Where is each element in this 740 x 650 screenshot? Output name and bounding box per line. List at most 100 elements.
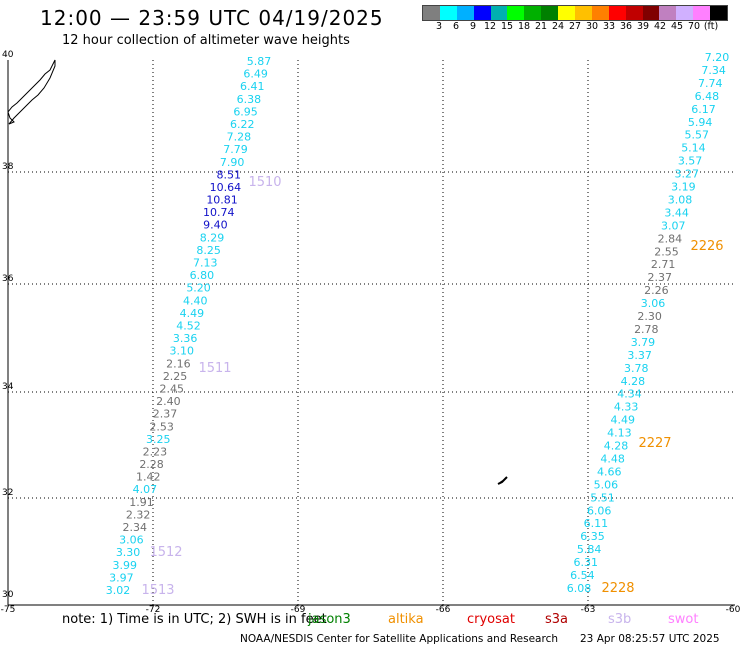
west-track-value: 3.06 <box>119 534 144 547</box>
east-track-value: 3.19 <box>671 181 696 194</box>
color-scale-label: 24 <box>551 21 565 32</box>
color-swatch <box>659 6 677 20</box>
west-track-value: 2.45 <box>159 382 184 395</box>
west-track-value: 5.20 <box>186 282 211 295</box>
credit-text: NOAA/NESDIS Center for Satellite Applica… <box>240 633 558 645</box>
west-track-value: 2.53 <box>149 420 174 433</box>
east-track-value: 6.48 <box>695 90 720 103</box>
color-scale-label: 18 <box>517 21 531 32</box>
west-track-value: 7.79 <box>223 143 248 156</box>
east-track-value: 7.34 <box>701 64 726 77</box>
east-track-value: 4.13 <box>607 427 632 440</box>
west-track-value: 3.97 <box>109 571 134 584</box>
east-track-value: 7.74 <box>698 77 723 90</box>
west-track-value: 3.10 <box>170 345 195 358</box>
pass-label: 1511 <box>198 361 231 376</box>
color-scale-label: 39 <box>636 21 650 32</box>
east-track-value: 6.54 <box>570 569 595 582</box>
east-track-value: 3.06 <box>641 297 666 310</box>
color-swatch <box>625 6 643 20</box>
west-track-value: 10.74 <box>203 206 235 219</box>
color-scale-label: 6 <box>452 21 460 32</box>
pass-label: 2228 <box>601 581 634 596</box>
west-track-value: 6.80 <box>190 269 215 282</box>
west-track-value: 2.16 <box>166 357 191 370</box>
west-track-value: 7.13 <box>193 257 218 270</box>
color-swatch <box>490 6 508 20</box>
west-track-value: 3.02 <box>106 584 131 597</box>
coastline <box>7 59 56 125</box>
page-title: 12:00 — 23:59 UTC 04/19/2025 <box>40 6 384 30</box>
west-track-value: 2.37 <box>153 408 178 421</box>
color-scale-label: 3 <box>435 21 443 32</box>
color-swatch <box>423 6 440 20</box>
west-track-value: 4.07 <box>133 483 158 496</box>
east-track-value: 5.51 <box>590 491 615 504</box>
longitude-tick-label: -72 <box>146 605 161 615</box>
west-track-value: 4.49 <box>180 307 205 320</box>
east-track-value: 3.44 <box>664 206 689 219</box>
east-track-value: 4.28 <box>621 375 646 388</box>
longitude-tick-label: -63 <box>581 605 596 615</box>
page-subtitle: 12 hour collection of altimeter wave hei… <box>62 33 350 48</box>
latitude-tick-label: 36 <box>2 274 14 284</box>
east-track-value: 2.55 <box>654 245 679 258</box>
west-track-value: 2.32 <box>126 508 151 521</box>
color-swatch <box>473 6 491 20</box>
color-swatch <box>524 6 542 20</box>
color-scale-label: 70 <box>687 21 701 32</box>
color-swatch <box>608 6 626 20</box>
pass-label: 1513 <box>141 583 174 598</box>
west-track-value: 4.40 <box>183 294 208 307</box>
east-track-value: 2.30 <box>637 310 662 323</box>
west-track-value: 6.95 <box>233 105 258 118</box>
color-scale-label: 42 <box>653 21 667 32</box>
pass-label: 2227 <box>638 436 671 451</box>
west-track-value: 2.34 <box>123 521 148 534</box>
satellite-legend-jason3: jason3 <box>308 612 351 627</box>
east-track-value: 5.84 <box>577 543 602 556</box>
east-track-value: 6.08 <box>567 582 592 595</box>
west-track-value: 8.25 <box>196 244 221 257</box>
west-track-value: 3.99 <box>112 559 137 572</box>
east-track-value: 3.08 <box>668 193 693 206</box>
generated-timestamp: 23 Apr 08:25:57 UTC 2025 <box>580 633 720 645</box>
west-track-value: 9.40 <box>203 219 228 232</box>
longitude-tick-label: -60 <box>726 605 740 615</box>
latitude-tick-label: 40 <box>2 50 14 60</box>
east-track-value: 3.37 <box>627 349 652 362</box>
west-track-value: 2.25 <box>163 370 188 383</box>
bermuda-island <box>497 476 508 485</box>
color-scale-label: 33 <box>602 21 616 32</box>
east-track-value: 3.79 <box>631 336 656 349</box>
color-swatch <box>710 6 728 20</box>
color-swatch <box>541 6 559 20</box>
east-track-value: 2.84 <box>658 232 683 245</box>
latitude-tick-label: 38 <box>2 162 14 172</box>
east-track-value: 5.06 <box>594 478 619 491</box>
east-track-value: 6.35 <box>580 530 605 543</box>
east-track-value: 7.20 <box>705 51 730 64</box>
east-track-value: 5.94 <box>688 116 713 129</box>
color-scale-label: 45 <box>670 21 684 32</box>
color-scale-labels: 3 6 9 12 15 18 21 24 27 30 33 36 39 42 45 70 (ft) <box>422 21 740 33</box>
west-track-value: 6.49 <box>243 68 268 81</box>
east-track-value: 2.26 <box>644 284 669 297</box>
east-track-value: 4.33 <box>614 401 639 414</box>
satellite-legend-swot: swot <box>668 612 699 627</box>
pass-label: 1510 <box>248 175 281 190</box>
west-track-value: 1.42 <box>136 471 161 484</box>
west-track-value: 10.64 <box>210 181 242 194</box>
west-track-value: 3.36 <box>173 332 198 345</box>
color-scale-label: 21 <box>534 21 548 32</box>
west-track-value: 3.30 <box>116 546 141 559</box>
east-track-value: 5.57 <box>685 129 710 142</box>
east-track-value: 2.71 <box>651 258 676 271</box>
east-track-value: 6.31 <box>573 556 598 569</box>
color-swatch <box>456 6 474 20</box>
color-scale-label: 15 <box>500 21 514 32</box>
longitude-tick-label: -66 <box>436 605 451 615</box>
pass-label: 1512 <box>149 545 182 560</box>
east-track-value: 3.57 <box>678 155 703 168</box>
east-track-value: 4.34 <box>617 388 642 401</box>
